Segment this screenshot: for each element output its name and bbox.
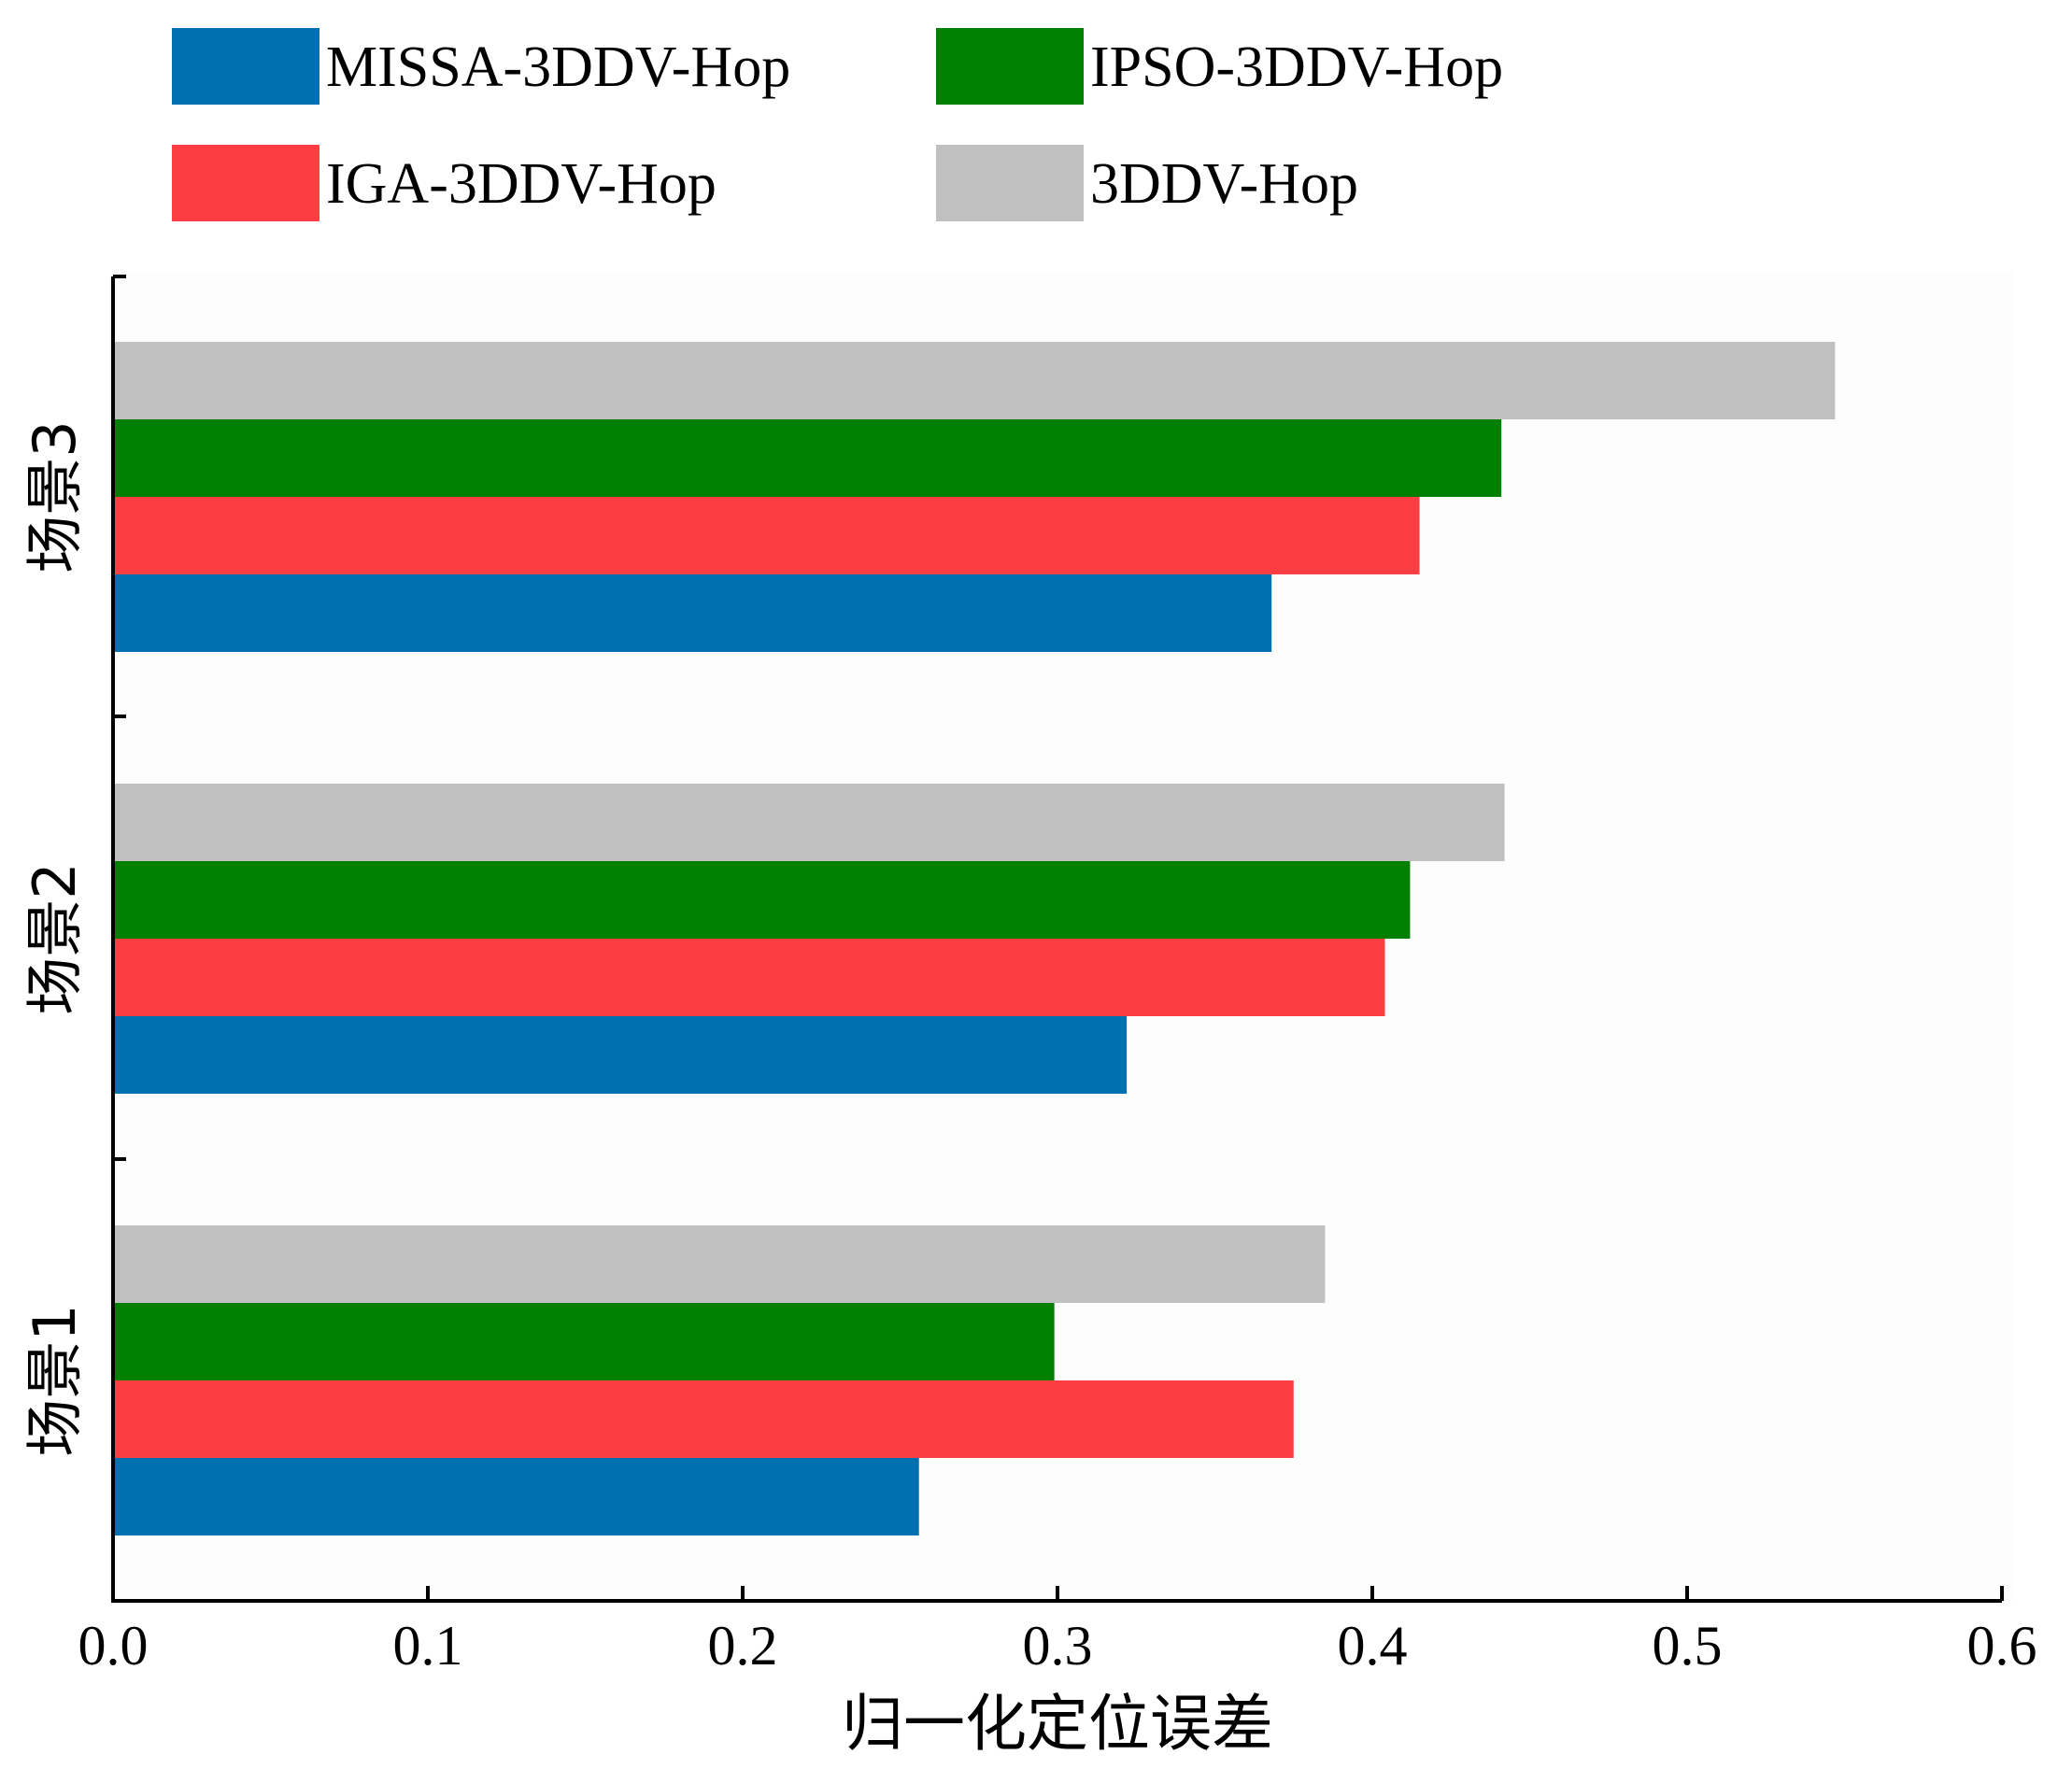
category-label-3: 场景3 xyxy=(21,420,89,573)
x-ticks-group: 0.0 0.1 0.2 0.3 0.4 0.5 0.6 xyxy=(78,1586,2037,1677)
x-tick-label: 0.2 xyxy=(708,1615,778,1677)
bar-missa-3ddv-hop-cat1 xyxy=(113,1458,919,1535)
bar-missa-3ddv-hop-cat3 xyxy=(113,574,1272,652)
legend: MISSA-3DDV-Hop IPSO-3DDV-Hop IGA-3DDV-Hop 3… xyxy=(172,28,1503,221)
bar-ipso-3ddv-hop-cat2 xyxy=(113,861,1411,939)
x-axis-title: 归一化定位误差 xyxy=(842,1688,1273,1760)
x-tick-label: 0.3 xyxy=(1023,1615,1093,1677)
bar-3ddv-hop-cat3 xyxy=(113,342,1836,419)
bars-group xyxy=(113,342,1836,1535)
x-tick-label: 0.4 xyxy=(1338,1615,1408,1677)
legend-label-3ddv-hop: 3DDV-Hop xyxy=(1090,152,1358,216)
bar-3ddv-hop-cat1 xyxy=(113,1225,1326,1303)
x-tick-label: 0.0 xyxy=(78,1615,149,1677)
x-tick-label: 0.6 xyxy=(1967,1615,2037,1677)
bar-ipso-3ddv-hop-cat3 xyxy=(113,419,1502,497)
bar-ipso-3ddv-hop-cat1 xyxy=(113,1303,1055,1380)
bar-iga-3ddv-hop-cat2 xyxy=(113,939,1385,1016)
legend-label-iga-3ddv-hop: IGA-3DDV-Hop xyxy=(326,152,717,216)
legend-swatch-3ddv-hop xyxy=(936,145,1084,221)
category-label-2: 场景2 xyxy=(21,862,89,1014)
category-label-1: 场景1 xyxy=(21,1304,89,1456)
bar-3ddv-hop-cat2 xyxy=(113,784,1505,861)
bar-iga-3ddv-hop-cat1 xyxy=(113,1380,1294,1458)
legend-swatch-missa-3ddv-hop xyxy=(172,28,319,105)
legend-swatch-ipso-3ddv-hop xyxy=(936,28,1084,105)
x-tick-label: 0.5 xyxy=(1653,1615,1723,1677)
x-tick-label: 0.1 xyxy=(393,1615,463,1677)
legend-label-missa-3ddv-hop: MISSA-3DDV-Hop xyxy=(326,35,790,99)
bar-missa-3ddv-hop-cat2 xyxy=(113,1016,1128,1094)
legend-swatch-iga-3ddv-hop xyxy=(172,145,319,221)
category-labels-group: 场景1 场景2 场景3 xyxy=(21,420,89,1456)
legend-label-ipso-3ddv-hop: IPSO-3DDV-Hop xyxy=(1090,35,1503,99)
bar-iga-3ddv-hop-cat3 xyxy=(113,497,1420,574)
